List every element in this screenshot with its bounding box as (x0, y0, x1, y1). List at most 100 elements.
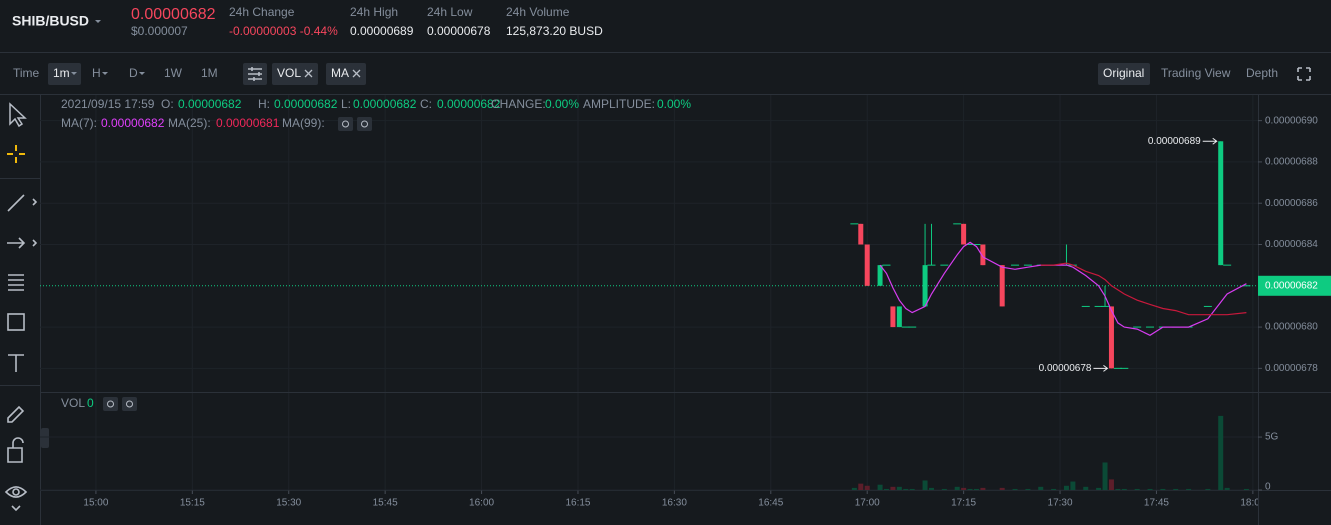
x-tick-label: 18:00 (1240, 498, 1265, 509)
y-tick-label: 0.00000680 (1265, 322, 1318, 333)
volume-bar (1218, 415, 1224, 490)
volume-bar (1083, 486, 1089, 490)
x-tick-label: 16:30 (662, 498, 687, 509)
views: Original Trading View Depth (1103, 66, 1278, 80)
interval[interactable]: 1m (53, 66, 70, 80)
y-tick-label: 0.00000686 (1265, 198, 1318, 209)
stat-label: 24h High (350, 5, 398, 19)
x-tick-label: 16:45 (758, 498, 783, 509)
x-tick-label: 17:45 (1144, 498, 1169, 509)
volume-bar (1051, 488, 1057, 490)
indicator-chip[interactable] (326, 63, 366, 85)
ma-label: MA(7): (61, 116, 97, 130)
volume-bar (1012, 488, 1018, 490)
ohlc-label: H: (258, 97, 270, 111)
ma-value: 0.00000682 (101, 116, 165, 130)
edit-tool[interactable] (7, 405, 25, 423)
stat-value: 0.00000689 (350, 24, 414, 38)
candle-body (999, 265, 1005, 307)
vol-tick-label: 0 (1265, 482, 1271, 493)
extreme-label: 0.00000678 (1039, 363, 1092, 374)
volume-bar (1108, 479, 1114, 490)
ohlc-label: CHANGE: (491, 97, 546, 111)
volume-bar (1243, 488, 1249, 490)
last-price: 0.00000682 (131, 6, 216, 23)
volume-bar (999, 487, 1005, 490)
volume-bar (909, 488, 915, 490)
y-tick-label: 0.00000688 (1265, 157, 1318, 168)
volume-bar (1070, 481, 1076, 490)
interval-caret (71, 72, 77, 75)
interval[interactable]: H (92, 66, 101, 80)
fib-tool[interactable] (8, 274, 24, 291)
indicator-chip[interactable] (272, 63, 318, 85)
x-tick-label: 15:00 (83, 498, 108, 509)
volume-bar (1205, 488, 1211, 490)
ohlc-value: 0.00000682 (437, 97, 501, 111)
ma-button-icon (361, 120, 368, 128)
stat-value: 125,873.20 BUSD (506, 24, 603, 38)
volume-bar (1134, 488, 1140, 490)
time-axis: 15:00 15:15 15:30 15:45 16:00 16:15 16:30 16:45… (83, 498, 1265, 509)
candle-body (1218, 141, 1224, 266)
line-tool[interactable] (7, 194, 25, 212)
x-tick-label: 15:45 (373, 498, 398, 509)
candle-body (864, 244, 870, 286)
x-tick-label: 17:00 (855, 498, 880, 509)
symbol-caret (95, 20, 101, 23)
volume-bar (1096, 487, 1102, 490)
text-tool[interactable] (8, 354, 24, 372)
volume-bar (954, 486, 960, 490)
x-tick-label: 15:30 (276, 498, 301, 509)
view-tab[interactable]: Original (1103, 66, 1144, 80)
x-tick-label: 16:15 (565, 498, 590, 509)
candle-body (890, 306, 896, 328)
volume-bar (903, 488, 909, 490)
x-tick-label: 17:15 (951, 498, 976, 509)
more-tools[interactable] (11, 505, 21, 512)
crosshair-tool[interactable] (7, 145, 25, 163)
ma-line (1040, 262, 1247, 316)
volume-bar (1038, 486, 1044, 490)
volume-bar (858, 483, 864, 490)
y-tick-label: 0.00000684 (1265, 239, 1318, 250)
view-tab[interactable]: Trading View (1161, 66, 1231, 80)
ma-button[interactable] (357, 117, 372, 131)
ohlc-label: AMPLITUDE: (583, 97, 655, 111)
last-price-tag (1258, 275, 1331, 296)
settings-icon[interactable] (243, 63, 267, 85)
volume-bar (928, 487, 934, 490)
collapse-button[interactable] (41, 428, 49, 448)
candle-body (896, 306, 902, 328)
plot: 0.00000682 0.00000689 0.00000678 (40, 136, 1331, 490)
volume-bar (1025, 488, 1031, 490)
ohlc-value: 0.00000682 (274, 97, 338, 111)
extreme-label: 0.00000689 (1148, 136, 1201, 147)
cursor-tool[interactable] (9, 102, 27, 128)
interval[interactable]: D (129, 66, 138, 80)
extreme-arrow (1202, 137, 1218, 145)
indicators: VOL MA (272, 63, 366, 85)
ma-label: MA(99): (282, 116, 325, 130)
indicator-name: MA (331, 66, 349, 80)
volume-bar (890, 486, 896, 490)
volume-bar (967, 488, 973, 490)
shape-tool[interactable] (7, 313, 25, 331)
interval[interactable]: 1M (201, 66, 218, 80)
interval[interactable]: 1W (164, 66, 183, 80)
volume-bar (1147, 488, 1153, 490)
view-tab[interactable]: Depth (1246, 66, 1278, 80)
interval-caret (102, 72, 108, 75)
ma-button[interactable] (338, 117, 353, 131)
interval-active-bg (48, 63, 81, 85)
volume-bar (1063, 485, 1069, 490)
arrow-tool[interactable] (7, 237, 38, 249)
lock-tool[interactable] (7, 437, 24, 463)
vol-buttons[interactable] (103, 397, 137, 411)
eye-tool[interactable] (4, 486, 28, 498)
candle-body (980, 244, 986, 266)
vol-tick-label: 5G (1265, 432, 1279, 443)
fullscreen-icon[interactable] (1297, 67, 1311, 81)
symbol[interactable]: SHIB/BUSD (12, 13, 89, 29)
